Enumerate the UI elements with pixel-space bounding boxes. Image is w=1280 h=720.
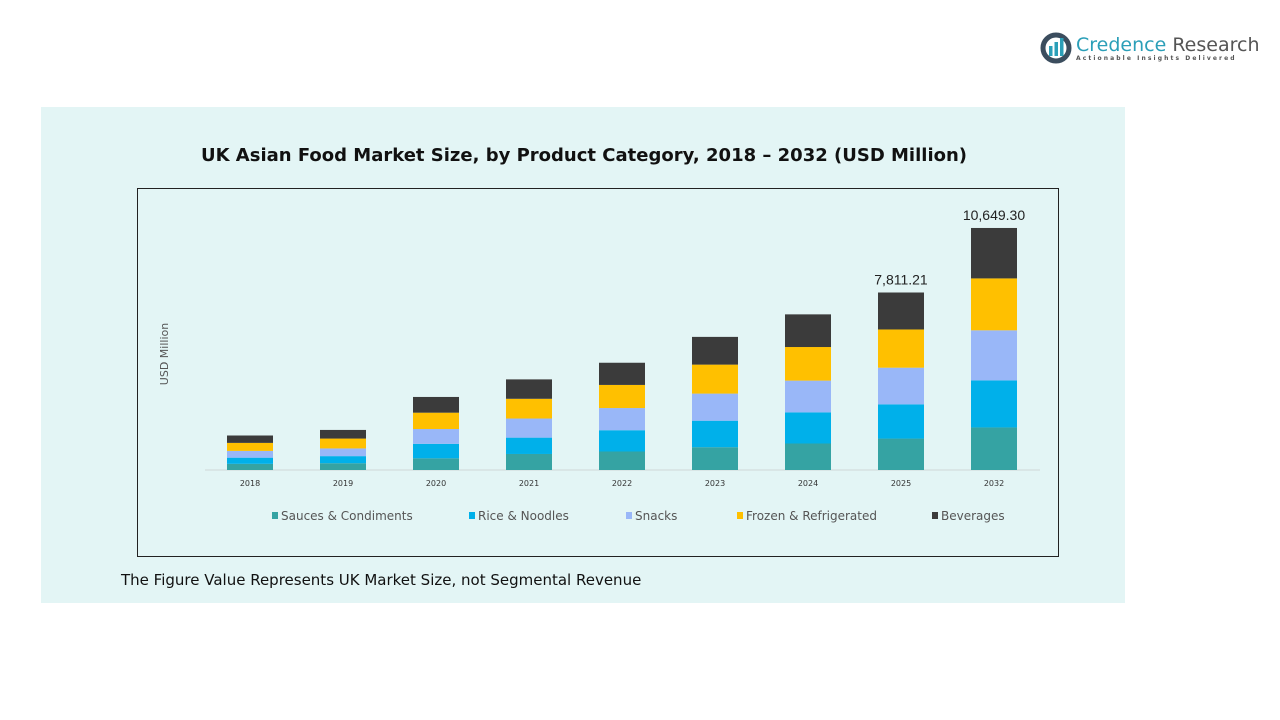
bar-segment-2021-0 bbox=[506, 453, 552, 470]
bar-segment-2021-3 bbox=[506, 398, 552, 419]
legend-label-1: Rice & Noodles bbox=[478, 509, 569, 523]
bar-segment-2019-1 bbox=[320, 456, 366, 464]
bar-segment-2022-3 bbox=[599, 384, 645, 409]
footer-note: The Figure Value Represents UK Market Si… bbox=[121, 571, 642, 589]
legend-swatch-2 bbox=[626, 512, 632, 519]
bar-segment-2019-3 bbox=[320, 438, 366, 449]
legend-label-0: Sauces & Condiments bbox=[281, 509, 413, 523]
bar-segment-2018-2 bbox=[227, 450, 273, 458]
x-tick-label: 2023 bbox=[705, 479, 725, 488]
logo-tagline: Actionable Insights Delivered bbox=[1076, 54, 1237, 62]
bar-segment-2023-0 bbox=[692, 447, 738, 470]
bar-segment-2024-2 bbox=[785, 380, 831, 413]
chart-frame bbox=[137, 188, 1059, 557]
bar-segment-2018-1 bbox=[227, 457, 273, 464]
bar-segment-2023-2 bbox=[692, 393, 738, 421]
bar-segment-2020-4 bbox=[413, 396, 459, 413]
bar-segment-2022-4 bbox=[599, 362, 645, 385]
bar-segment-2023-4 bbox=[692, 336, 738, 365]
x-tick-label: 2020 bbox=[426, 479, 446, 488]
bar-segment-2022-0 bbox=[599, 451, 645, 470]
legend-label-4: Beverages bbox=[941, 509, 1005, 523]
bar-segment-2020-3 bbox=[413, 412, 459, 430]
bar-segment-2025-2 bbox=[878, 367, 924, 405]
bar-segment-2025-4 bbox=[878, 292, 924, 330]
bar-segment-2021-2 bbox=[506, 418, 552, 438]
bar-segment-2024-1 bbox=[785, 412, 831, 444]
bar-segment-2021-4 bbox=[506, 379, 552, 399]
bar-segment-2020-0 bbox=[413, 458, 459, 470]
logo-name-1: Credence bbox=[1076, 33, 1167, 56]
data-label: 7,811.21 bbox=[874, 272, 928, 288]
bar-segment-2023-3 bbox=[692, 364, 738, 394]
bar-segment-2021-1 bbox=[506, 437, 552, 454]
bar-segment-2032-0 bbox=[971, 427, 1017, 470]
logo-bar-chart-icon bbox=[1040, 32, 1072, 64]
x-tick-label: 2019 bbox=[333, 479, 353, 488]
bar-segment-2018-0 bbox=[227, 463, 273, 470]
data-label: 10,649.30 bbox=[963, 207, 1025, 223]
bar-segment-2032-3 bbox=[971, 278, 1017, 331]
bar-segment-2022-2 bbox=[599, 408, 645, 431]
legend-label-2: Snacks bbox=[635, 509, 677, 523]
bar-segment-2025-1 bbox=[878, 404, 924, 439]
legend-swatch-1 bbox=[469, 512, 475, 519]
bar-segment-2024-3 bbox=[785, 347, 831, 381]
chart-title: UK Asian Food Market Size, by Product Ca… bbox=[200, 145, 968, 166]
bar-segment-2024-0 bbox=[785, 443, 831, 470]
logo-name-2: Research bbox=[1172, 33, 1260, 56]
bar-segment-2019-2 bbox=[320, 448, 366, 457]
credence-research-logo: Credence Research Actionable Insights De… bbox=[1040, 32, 1259, 64]
bar-segment-2032-2 bbox=[971, 330, 1017, 381]
x-tick-label: 2022 bbox=[612, 479, 632, 488]
bar-segment-2019-0 bbox=[320, 463, 366, 470]
bar-segment-2025-0 bbox=[878, 438, 924, 470]
bar-segment-2022-1 bbox=[599, 430, 645, 452]
y-axis-label: USD Million bbox=[158, 323, 171, 385]
legend-swatch-4 bbox=[932, 512, 938, 519]
legend-label-3: Frozen & Refrigerated bbox=[746, 509, 877, 523]
x-tick-label: 2032 bbox=[984, 479, 1004, 488]
bar-segment-2023-1 bbox=[692, 420, 738, 448]
bar-segment-2032-4 bbox=[971, 227, 1017, 279]
bar-segment-2019-4 bbox=[320, 429, 366, 439]
x-tick-label: 2021 bbox=[519, 479, 539, 488]
bar-segment-2032-1 bbox=[971, 380, 1017, 428]
x-tick-label: 2024 bbox=[798, 479, 818, 488]
legend-swatch-0 bbox=[272, 512, 278, 519]
bar-segment-2020-2 bbox=[413, 429, 459, 444]
legend-swatch-3 bbox=[737, 512, 743, 519]
bar-segment-2024-4 bbox=[785, 314, 831, 348]
chart-panel bbox=[41, 107, 1125, 603]
bar-segment-2020-1 bbox=[413, 443, 459, 459]
bar-segment-2018-3 bbox=[227, 442, 273, 451]
bar-segment-2025-3 bbox=[878, 329, 924, 368]
bar-segment-2018-4 bbox=[227, 435, 273, 443]
x-tick-label: 2025 bbox=[891, 479, 911, 488]
x-tick-label: 2018 bbox=[240, 479, 260, 488]
